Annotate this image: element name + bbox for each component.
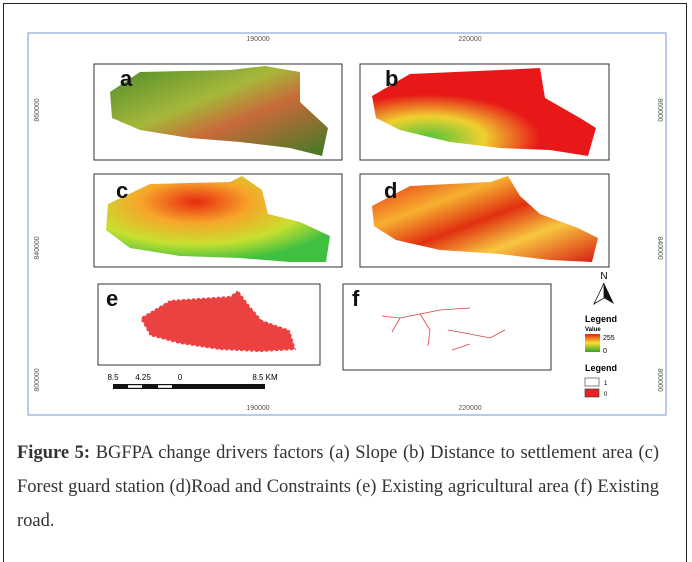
coord-label: 860000 [34,98,41,121]
coord-label: 220000 [458,36,481,43]
legend-label: 0 [603,348,607,355]
coord-label: 190000 [246,36,269,43]
legend-subtitle: Value [585,327,601,333]
map-road [372,176,598,262]
caption-text: BGFPA change drivers factors (a) Slope (… [17,443,659,531]
legend-gradient [585,334,600,352]
north-label: N [600,271,607,282]
scale-label: 8.5 [107,373,119,382]
legend-title: Legend [585,363,617,373]
map-agriculture [138,288,298,354]
scale-label: 0 [178,373,183,382]
map-slope [110,66,328,156]
legend-label: 0 [604,392,608,398]
panel-letter: b [385,66,398,91]
legend-label: 255 [603,335,615,342]
north-arrow [604,283,614,304]
coord-label: 860000 [656,98,663,121]
map-panel [342,283,552,371]
page-frame [3,3,687,562]
coord-label: 800000 [34,368,41,391]
scale-label: 8.5 KM [252,373,278,382]
coord-label: 840000 [656,236,663,259]
figure-caption: Figure 5: BGFPA change drivers factors (… [17,436,659,538]
map-distance [372,68,596,156]
panel-letter: a [120,66,133,91]
map-existing-road [381,307,506,351]
coord-label: 220000 [458,405,481,412]
panel-letter: c [116,178,128,203]
panel-letter: d [384,178,397,203]
map-guard-station [106,176,330,262]
legend-title: Legend [585,314,617,324]
coord-label: 800000 [656,368,663,391]
scale-bar [113,384,265,389]
panel-letter: f [352,286,360,311]
legend-swatch [584,377,600,387]
scale-label: 4.25 [135,373,151,382]
panel-letter: e [106,286,118,311]
legend-swatch [584,388,600,398]
legend-label: 1 [604,381,608,387]
caption-label: Figure 5: [17,443,91,463]
figure: 190000 220000 190000 220000 860000 84000… [27,32,667,416]
coord-label: 190000 [246,405,269,412]
coord-label: 840000 [34,236,41,259]
